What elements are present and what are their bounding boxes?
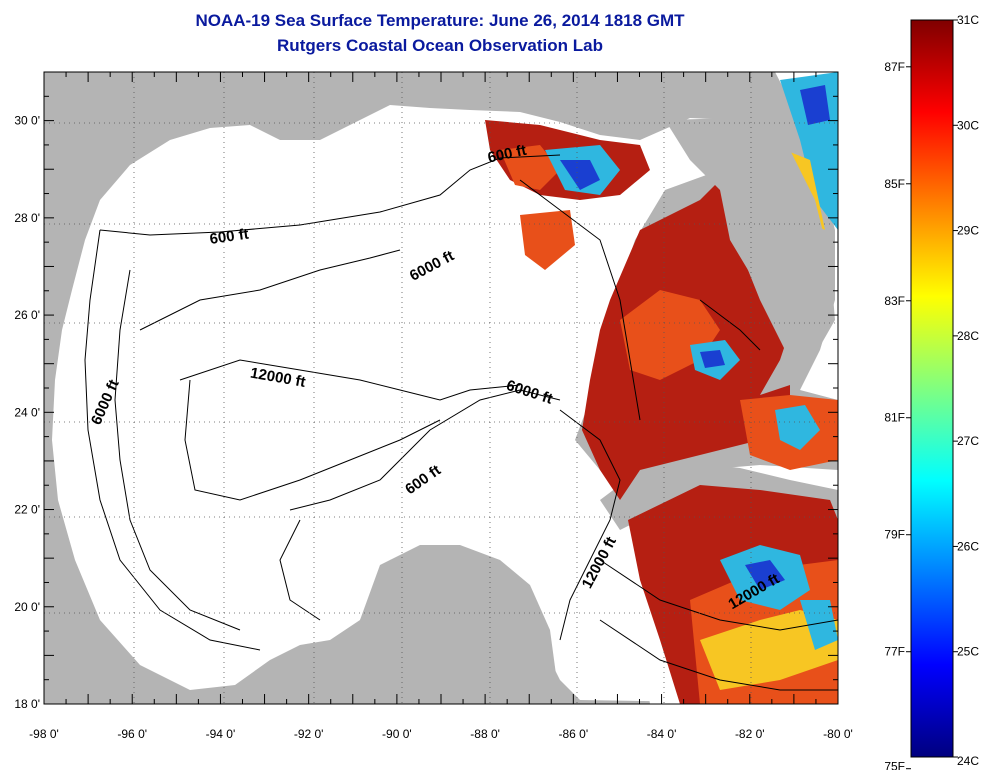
- x-tick-label: -88 0': [470, 727, 500, 741]
- colorbar-fahrenheit-label: 79F: [884, 528, 905, 542]
- sst-swath-east: [485, 72, 838, 704]
- y-tick-label: 18 0': [14, 697, 40, 711]
- x-tick-label: -98 0': [29, 727, 59, 741]
- y-tick-label: 20 0': [14, 600, 40, 614]
- x-tick-label: -94 0': [206, 727, 236, 741]
- x-tick-label: -86 0': [559, 727, 589, 741]
- colorbar-celsius-label: 24C: [957, 754, 979, 768]
- colorbar-celsius-label: 31C: [957, 13, 979, 27]
- x-tick-label: -92 0': [294, 727, 324, 741]
- y-tick-label: 28 0': [14, 211, 40, 225]
- colorbar-fahrenheit-label: 81F: [884, 411, 905, 425]
- y-tick-label: 24 0': [14, 405, 40, 419]
- colorbar-labels: 31C 30C 29C 28C 27C 26C 25C 24C 87F 85F 83F 81F 79F 7…: [884, 13, 979, 770]
- yucatan-land: [340, 545, 560, 704]
- colorbar-celsius-label: 27C: [957, 434, 979, 448]
- x-tick-label: -82 0': [735, 727, 765, 741]
- x-tick-label: -84 0': [647, 727, 677, 741]
- title-line-2: Rutgers Coastal Ocean Observation Lab: [277, 36, 603, 55]
- florida-land: [665, 118, 835, 395]
- colorbar-celsius-label: 30C: [957, 118, 979, 132]
- x-tick-label: -80 0': [823, 727, 853, 741]
- x-tick-label: -96 0': [117, 727, 147, 741]
- y-tick-label: 22 0': [14, 503, 40, 517]
- map-title: NOAA-19 Sea Surface Temperature: June 26…: [40, 8, 840, 58]
- colorbar-fahrenheit-label: 75F: [884, 760, 905, 770]
- colorbar-celsius-label: 26C: [957, 539, 979, 553]
- colorbar: [910, 19, 954, 758]
- colorbar-fahrenheit-label: 87F: [884, 60, 905, 74]
- colorbar-celsius-label: 25C: [957, 645, 979, 659]
- title-line-1: NOAA-19 Sea Surface Temperature: June 26…: [195, 11, 685, 30]
- colorbar-fahrenheit-label: 85F: [884, 177, 905, 191]
- x-tick-label: -90 0': [382, 727, 412, 741]
- contour-label: 600 ft: [209, 226, 250, 248]
- colorbar-fahrenheit-label: 77F: [884, 645, 905, 659]
- colorbar-celsius-label: 29C: [957, 224, 979, 238]
- y-tick-label: 30 0': [14, 114, 40, 128]
- y-tick-label: 26 0': [14, 308, 40, 322]
- grid: [44, 72, 838, 704]
- colorbar-celsius-label: 28C: [957, 329, 979, 343]
- colorbar-fahrenheit-label: 83F: [884, 294, 905, 308]
